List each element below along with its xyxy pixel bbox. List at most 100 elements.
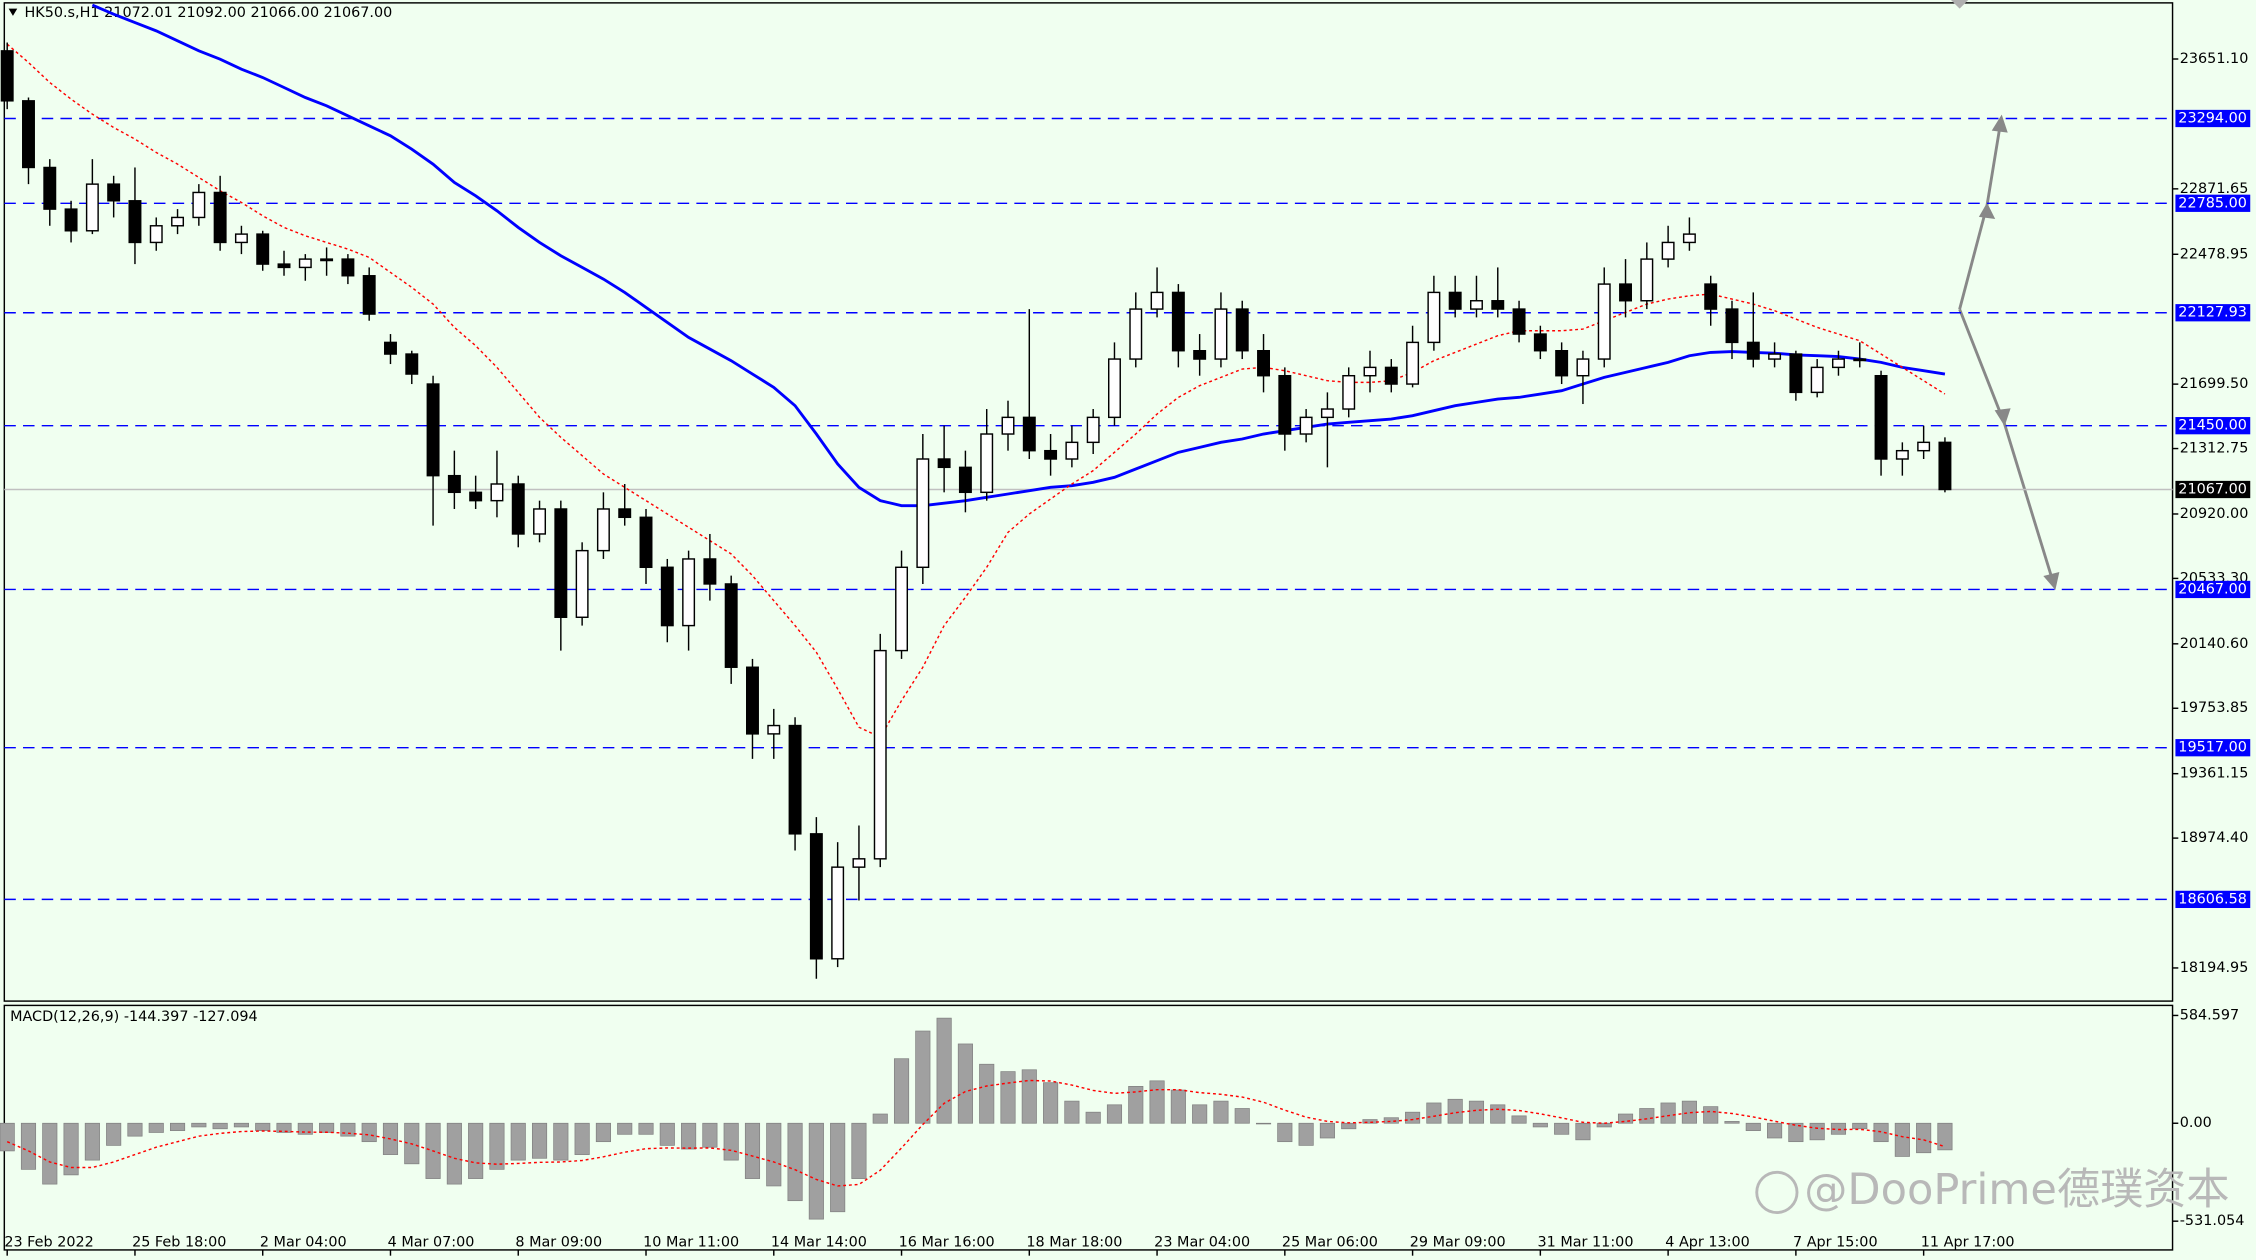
candle-body <box>192 191 206 219</box>
y-tick-label: -531.054 <box>2180 1213 2245 1229</box>
candle-body <box>1384 366 1398 385</box>
shift-marker <box>1950 0 1969 9</box>
macd-bar <box>1916 1122 1932 1154</box>
candle-body <box>490 483 504 502</box>
candle-body <box>22 100 35 169</box>
candle-body <box>426 383 440 477</box>
arrow-head <box>2043 571 2060 590</box>
macd-bar <box>659 1122 675 1146</box>
x-tick-label: 2 Mar 04:00 <box>260 1235 347 1251</box>
macd-bar <box>1575 1122 1591 1141</box>
candle-body <box>320 258 334 262</box>
macd-bar <box>830 1122 846 1213</box>
candle-body <box>1768 353 1782 360</box>
x-tick-label: 10 Mar 11:00 <box>643 1235 739 1251</box>
macd-bar <box>106 1122 122 1146</box>
candle-body <box>1512 308 1526 335</box>
y-tick-label: 0.00 <box>2180 1115 2212 1131</box>
macd-bar <box>1277 1122 1293 1143</box>
candle-body <box>533 508 547 535</box>
macd-bar <box>1234 1108 1250 1124</box>
candle-body <box>1597 283 1611 360</box>
moving-average <box>91 3 1946 508</box>
macd-bar <box>1788 1122 1804 1143</box>
candle-body <box>213 191 227 244</box>
candle-body <box>980 433 994 494</box>
candle-body <box>85 183 99 232</box>
macd-bar <box>1639 1108 1655 1124</box>
candle-body <box>362 275 376 315</box>
candle-body <box>405 353 419 375</box>
macd-bar <box>510 1122 526 1161</box>
level-label: 18606.58 <box>2178 891 2247 907</box>
candle-body <box>1044 449 1058 460</box>
candle-body <box>277 263 291 269</box>
header-marker <box>8 8 18 16</box>
moving-average <box>6 43 1946 739</box>
macd-bar <box>319 1122 335 1133</box>
candle-body <box>703 558 717 585</box>
macd-bar <box>595 1122 611 1143</box>
macd-bar <box>1468 1100 1485 1124</box>
candle-body <box>682 558 696 627</box>
macd-bar <box>1447 1098 1463 1124</box>
candle-body <box>107 183 121 202</box>
macd-bar <box>1298 1122 1314 1146</box>
macd-bar <box>872 1113 888 1124</box>
x-tick-label: 23 Feb 2022 <box>4 1235 93 1251</box>
candle-body <box>1001 416 1015 435</box>
y-tick-label: 22871.65 <box>2180 181 2249 197</box>
watermark-text: @DooPrime德璞资本 <box>1804 1165 2229 1215</box>
macd-bar <box>1660 1102 1676 1124</box>
macd-bar <box>1000 1071 1016 1124</box>
macd-bar <box>681 1122 697 1150</box>
macd-bar <box>936 1017 952 1124</box>
macd-bar <box>851 1122 867 1179</box>
macd-bar <box>1319 1122 1335 1139</box>
x-tick-label: 25 Feb 18:00 <box>132 1235 226 1251</box>
macd-bar <box>1213 1100 1229 1124</box>
candle-body <box>1235 308 1249 352</box>
candle-body <box>1171 291 1185 352</box>
level-label: 22127.93 <box>2178 305 2247 321</box>
x-tick-label: 8 Mar 09:00 <box>515 1235 602 1251</box>
macd-bar <box>340 1122 356 1137</box>
candle-body <box>937 458 951 469</box>
candle-body <box>852 858 866 868</box>
candle-body <box>1619 283 1633 302</box>
macd-bar <box>808 1122 824 1220</box>
macd-bar <box>1021 1069 1037 1124</box>
y-tick-label: 19753.85 <box>2180 700 2249 716</box>
candle-body <box>1661 241 1675 260</box>
macd-bar <box>787 1122 803 1202</box>
macd-bar <box>361 1122 377 1143</box>
candle-body <box>149 225 163 244</box>
y-tick-label: 23651.10 <box>2180 51 2249 67</box>
candle-body <box>1448 291 1462 310</box>
macd-bar <box>1724 1121 1740 1124</box>
arrow-head <box>1991 114 2008 133</box>
candle-body <box>724 583 738 668</box>
macd-bar <box>1255 1122 1272 1125</box>
macd-bar <box>1873 1122 1889 1143</box>
candle-body <box>767 724 781 735</box>
x-tick-label: 11 Apr 17:00 <box>1921 1235 2015 1251</box>
macd-bar <box>1767 1122 1783 1139</box>
candle-body <box>1789 353 1803 394</box>
main-frame <box>3 2 2174 1002</box>
candle-body <box>831 866 845 960</box>
candle-body <box>1469 300 1483 310</box>
x-tick-label: 7 Apr 15:00 <box>1793 1235 1878 1251</box>
candle-body <box>447 474 461 494</box>
candle-body <box>1299 416 1313 435</box>
macd-bar <box>127 1122 143 1137</box>
macd-bar <box>1192 1104 1208 1124</box>
candle-body <box>1874 374 1888 460</box>
chart-title: HK50.s,H1 21072.01 21092.00 21066.00 210… <box>24 5 392 21</box>
y-tick-label: 18194.95 <box>2180 960 2249 976</box>
macd-bar <box>1149 1080 1165 1124</box>
macd-bar <box>1405 1111 1421 1124</box>
candle-body <box>554 508 568 618</box>
macd-bar <box>1554 1122 1570 1135</box>
